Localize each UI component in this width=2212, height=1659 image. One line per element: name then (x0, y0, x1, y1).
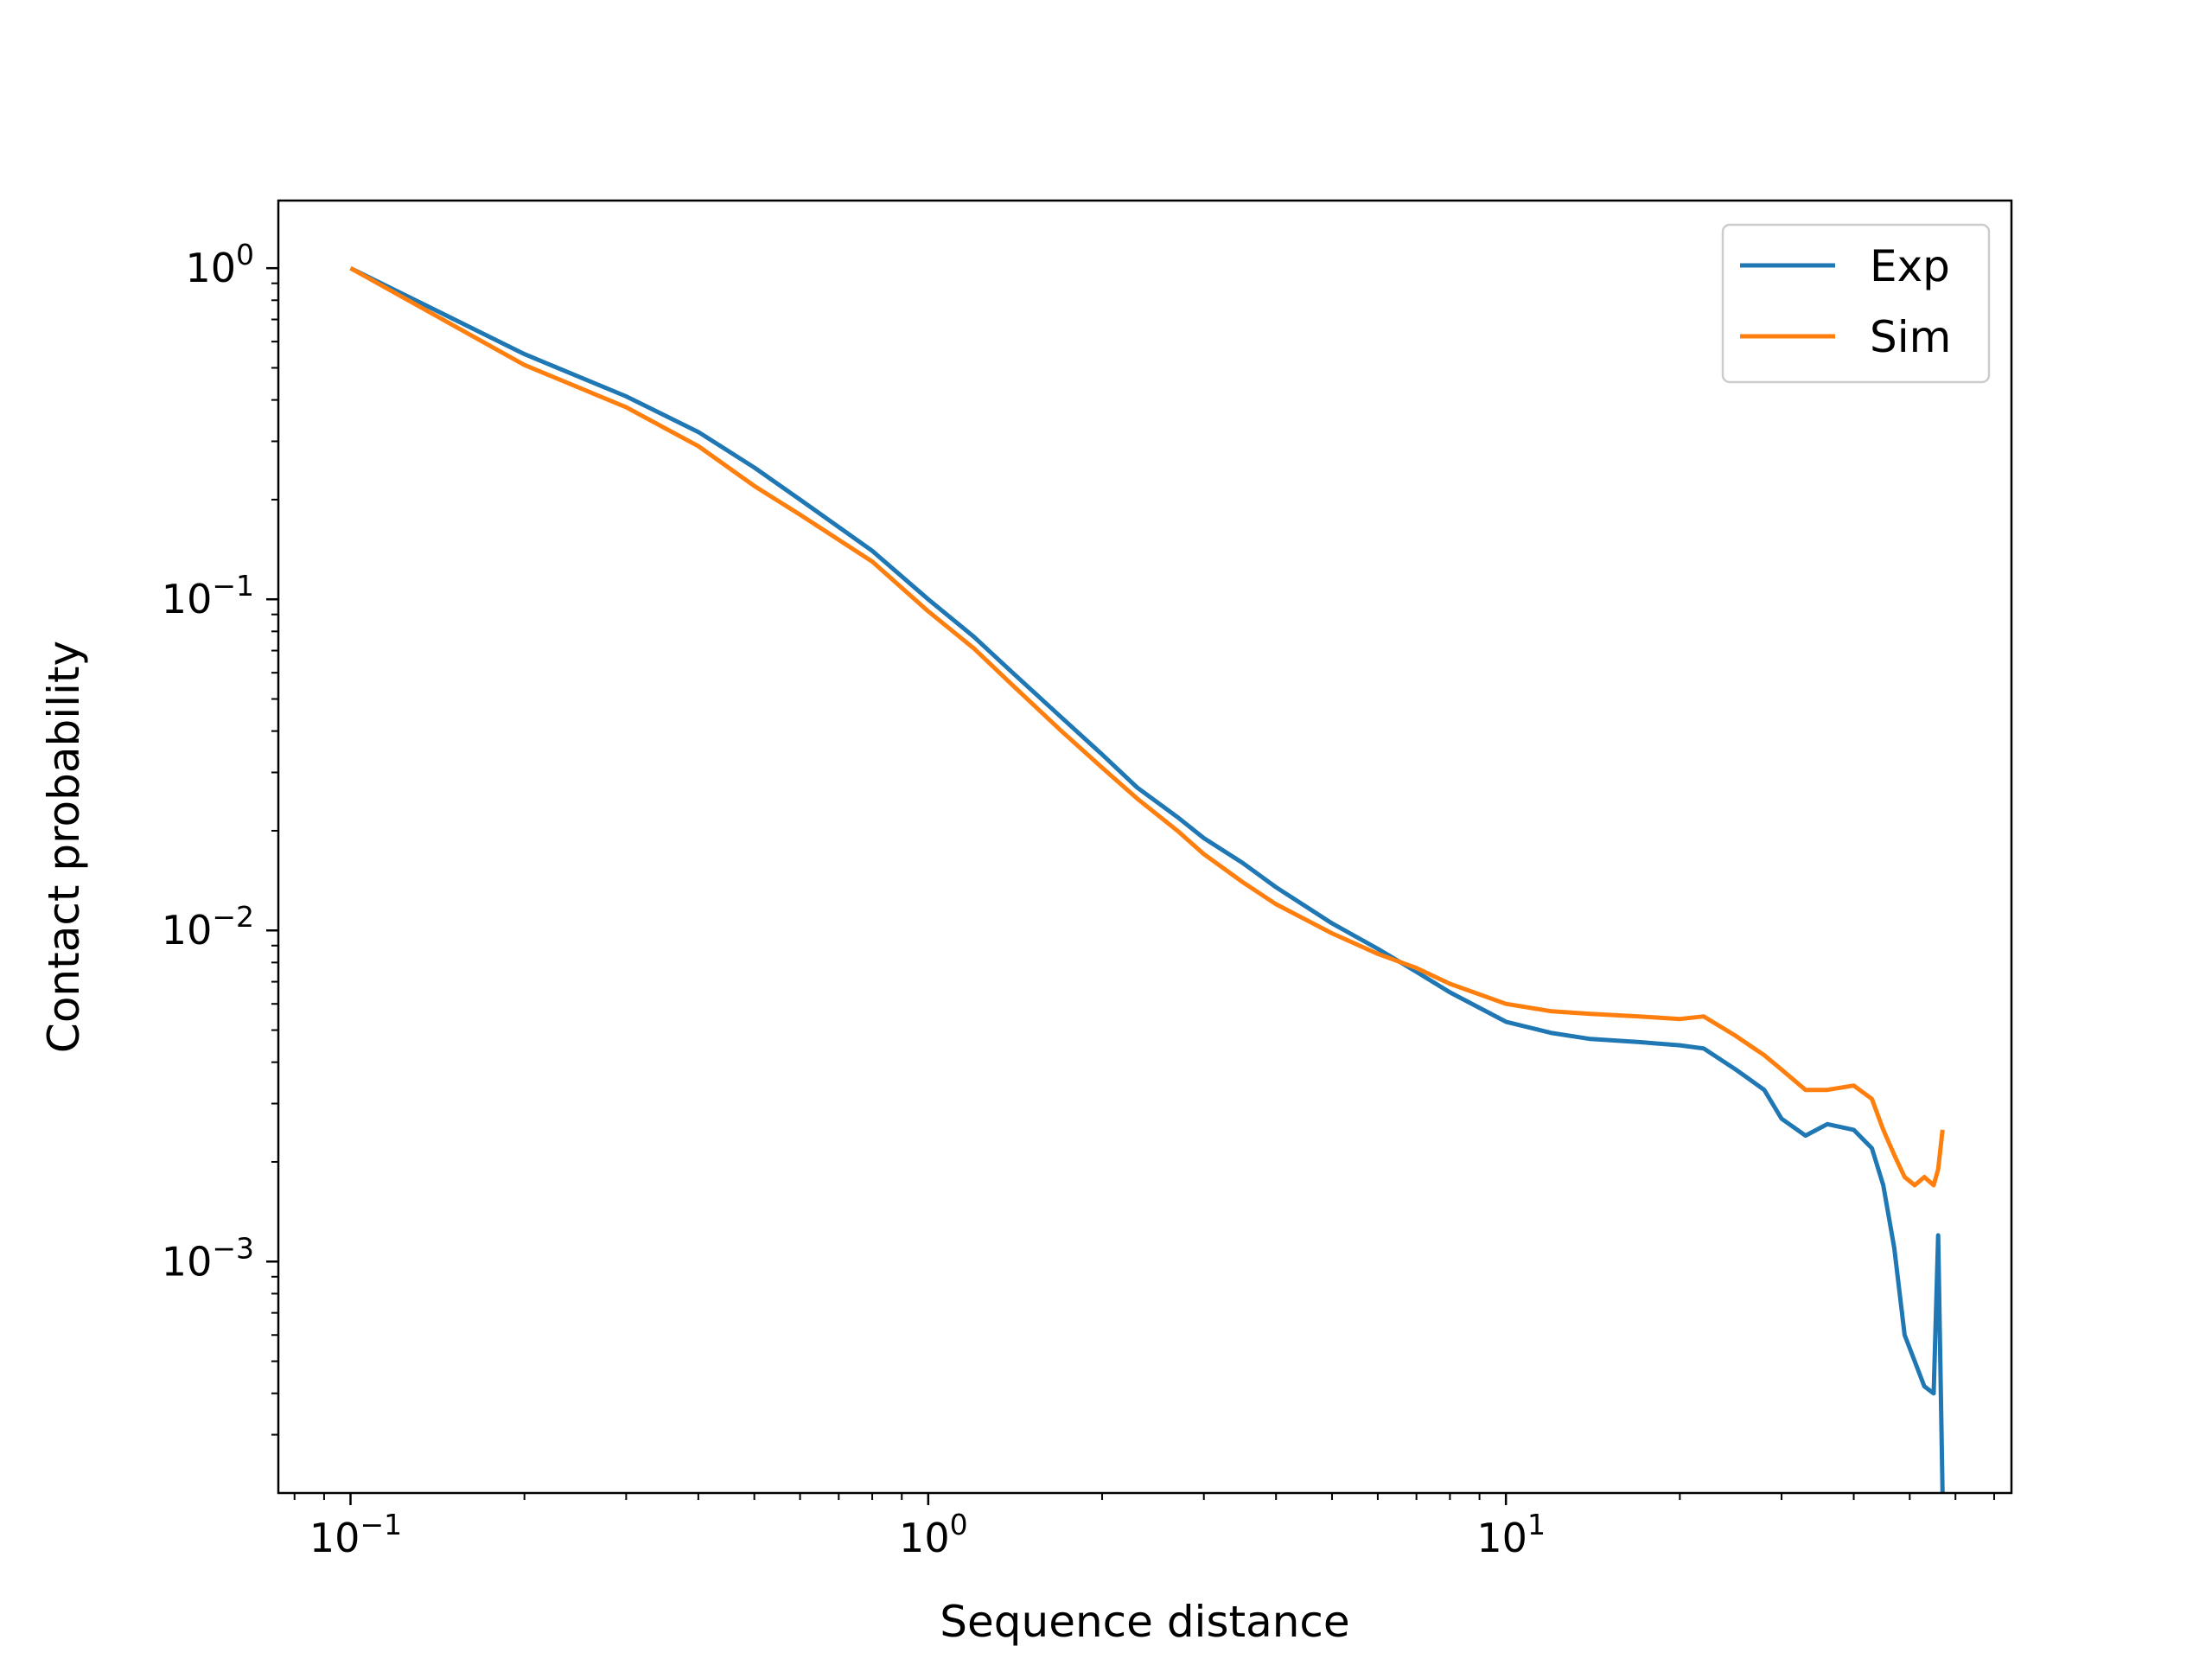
x-tick-label: 101 (1476, 1508, 1546, 1561)
y-tick-label: 10−1 (162, 569, 254, 622)
series-line-sim (349, 266, 1945, 1188)
x-axis-label: Sequence distance (940, 1597, 1349, 1647)
major-ticks (266, 266, 1508, 1505)
minor-ticks (271, 282, 1995, 1500)
plot-frame (277, 199, 2013, 1495)
tick-labels: 10−1 100 101 100 10−1 10−2 10−3 (162, 238, 1546, 1561)
x-tick-label: 100 (899, 1508, 968, 1561)
y-tick-label: 10−3 (162, 1231, 254, 1285)
legend-label-exp: Exp (1870, 241, 1950, 291)
y-tick-label: 100 (185, 238, 254, 291)
legend: Exp Sim (1721, 223, 1991, 384)
y-tick-label: 10−2 (162, 900, 254, 954)
series-layer (349, 265, 1945, 1494)
y-axis-label: Contact probability (39, 641, 89, 1053)
series-line-exp (349, 265, 1945, 1494)
x-tick-label: 10−1 (309, 1508, 402, 1561)
legend-label-sim: Sim (1870, 312, 1951, 362)
